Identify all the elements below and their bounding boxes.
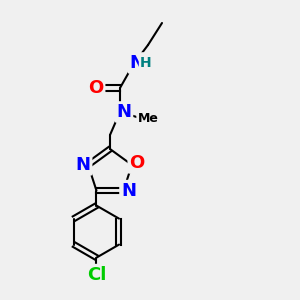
Text: N: N [76, 156, 91, 174]
Text: O: O [88, 79, 104, 97]
Text: N: N [116, 103, 131, 121]
Text: Cl: Cl [87, 266, 106, 284]
Text: O: O [129, 154, 145, 172]
Text: H: H [140, 56, 152, 70]
Text: Me: Me [138, 112, 158, 124]
Text: N: N [121, 182, 136, 200]
Text: N: N [130, 54, 145, 72]
